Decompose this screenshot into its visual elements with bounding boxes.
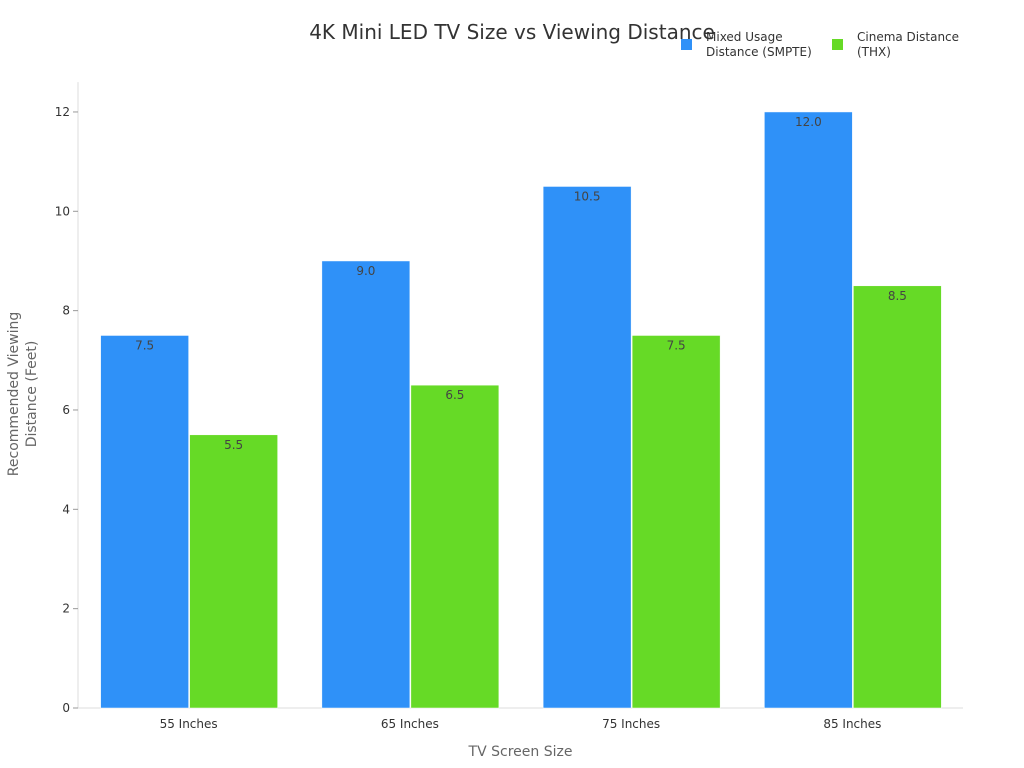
legend-swatch-thx (832, 39, 843, 50)
bar-smpte (321, 260, 411, 709)
bar-thx (853, 285, 942, 709)
y-tick-label: 8 (62, 304, 70, 318)
bar-thx (189, 434, 278, 709)
data-label: 10.5 (574, 189, 601, 203)
legend-item-smpte: Mixed Usage Distance (SMPTE) (681, 30, 812, 60)
x-tick-label: 85 Inches (823, 717, 881, 731)
bar-smpte (542, 186, 632, 709)
y-tick-label: 0 (62, 701, 70, 715)
data-label: 12.0 (795, 115, 822, 129)
chart-title: 4K Mini LED TV Size vs Viewing Distance (309, 20, 715, 44)
bar-thx (631, 335, 721, 709)
x-tick-label: 75 Inches (602, 717, 660, 731)
y-axis-label-line: Distance (Feet) (24, 341, 40, 448)
bar-smpte (764, 111, 853, 709)
x-tick-label: 65 Inches (381, 717, 439, 731)
y-axis-label: Recommended Viewing Distance (Feet) (6, 312, 40, 476)
bar-smpte (100, 335, 189, 709)
data-label: 9.0 (356, 264, 375, 278)
data-label: 7.5 (135, 338, 154, 352)
y-axis-label-line: Recommended Viewing (6, 312, 22, 476)
data-label: 6.5 (445, 388, 464, 402)
y-tick-label: 12 (55, 105, 70, 119)
data-label: 7.5 (667, 338, 686, 352)
legend-swatch-smpte (681, 39, 692, 50)
legend-label-line: Distance (SMPTE) (706, 45, 812, 59)
data-label: 5.5 (224, 438, 243, 452)
legend-label-line: Cinema Distance (857, 30, 960, 44)
y-tick-label: 2 (62, 602, 70, 616)
y-tick-label: 6 (62, 403, 70, 417)
legend-label-line: Mixed Usage (706, 30, 783, 44)
y-tick-label: 4 (62, 502, 70, 516)
legend-item-thx: Cinema Distance (THX) (832, 30, 959, 60)
x-tick-label: 55 Inches (160, 717, 218, 731)
bar-thx (410, 384, 500, 709)
x-axis-label: TV Screen Size (468, 744, 573, 760)
y-tick-label: 10 (55, 204, 70, 218)
legend-label-line: (THX) (857, 45, 891, 59)
data-label: 8.5 (888, 289, 907, 303)
